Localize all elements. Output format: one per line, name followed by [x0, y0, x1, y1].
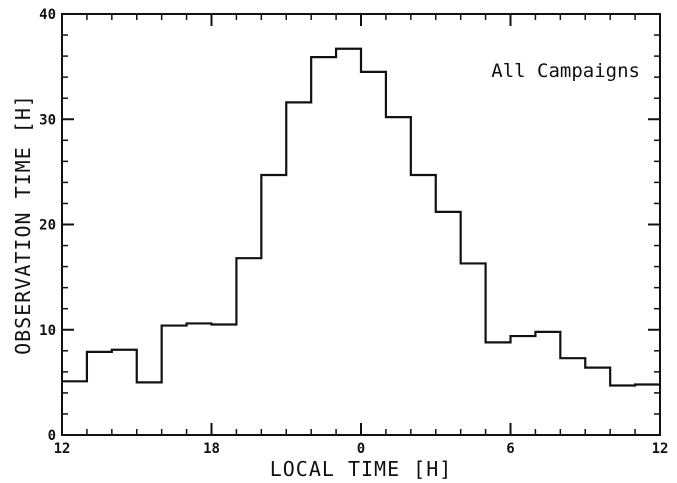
histogram-bin: [236, 258, 261, 435]
histogram-bin: [137, 382, 162, 435]
histogram-bin: [610, 386, 635, 435]
histogram-bin: [62, 381, 87, 435]
histogram-bin: [162, 326, 187, 435]
histogram-bin: [486, 342, 511, 435]
histogram-outline: [62, 47, 660, 387]
histogram-bin: [336, 49, 361, 435]
plot-frame: [61, 13, 661, 436]
histogram-bin: [112, 350, 137, 435]
y-tick-label: 20: [39, 218, 56, 234]
y-axis-label: OBSERVATION TIME [H]: [11, 94, 35, 355]
histogram-bin: [87, 352, 112, 435]
histogram-bin: [311, 57, 336, 435]
histogram-bin: [261, 175, 286, 435]
histogram-bin: [560, 358, 585, 435]
tick-layer: [61, 13, 661, 436]
x-tick-label: 0: [357, 441, 365, 457]
y-tick-label: 40: [39, 7, 56, 23]
histogram-bin: [461, 263, 486, 435]
y-tick-label: 10: [39, 323, 56, 339]
histogram-bin: [286, 102, 311, 435]
histogram-bin: [361, 72, 386, 435]
plot-layer: [61, 13, 661, 436]
histogram-bin: [187, 323, 212, 435]
x-tick-label: 6: [506, 441, 514, 457]
x-tick-label: 12: [652, 441, 669, 457]
histogram-bin: [511, 336, 536, 435]
y-tick-label: 30: [39, 112, 56, 128]
histogram-bin: [436, 212, 461, 435]
annotation-label: All Campaigns: [491, 60, 640, 82]
x-axis-label: LOCAL TIME [H]: [270, 457, 453, 481]
histogram-bin: [635, 384, 660, 435]
histogram-bin: [535, 332, 560, 435]
histogram-bin: [386, 117, 411, 435]
x-tick-label: 18: [203, 441, 220, 457]
histogram-bin: [212, 324, 237, 435]
y-tick-label: 0: [48, 428, 56, 444]
x-tick-label: 12: [54, 441, 71, 457]
histogram-bin: [411, 175, 436, 435]
histogram-bin: [585, 368, 610, 435]
